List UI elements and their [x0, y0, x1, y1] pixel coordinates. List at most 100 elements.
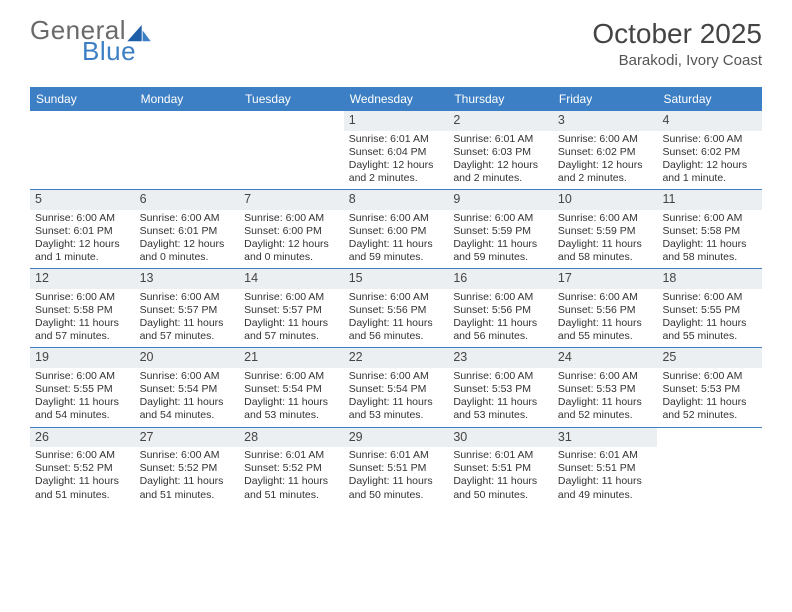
sunrise-text: Sunrise: 6:00 AM: [140, 449, 235, 462]
sunrise-text: Sunrise: 6:00 AM: [662, 370, 757, 383]
sunrise-text: Sunrise: 6:00 AM: [558, 212, 653, 225]
sunset-text: Sunset: 5:54 PM: [140, 383, 235, 396]
cell-body: Sunrise: 6:00 AMSunset: 5:59 PMDaylight:…: [553, 210, 658, 269]
day-number: 18: [657, 269, 762, 289]
sunset-text: Sunset: 5:52 PM: [35, 462, 130, 475]
day-number: [135, 111, 240, 131]
daylight-text: Daylight: 12 hours and 1 minute.: [35, 238, 130, 264]
day-number: 2: [448, 111, 553, 131]
sunrise-text: Sunrise: 6:00 AM: [140, 212, 235, 225]
daylight-text: Daylight: 11 hours and 58 minutes.: [662, 238, 757, 264]
sunrise-text: Sunrise: 6:00 AM: [35, 212, 130, 225]
calendar-cell: 14Sunrise: 6:00 AMSunset: 5:57 PMDayligh…: [239, 269, 344, 347]
day-number: 16: [448, 269, 553, 289]
sunset-text: Sunset: 6:00 PM: [244, 225, 339, 238]
daylight-text: Daylight: 11 hours and 57 minutes.: [35, 317, 130, 343]
day-header: Tuesday: [239, 87, 344, 111]
daylight-text: Daylight: 11 hours and 52 minutes.: [558, 396, 653, 422]
day-number: [30, 111, 135, 131]
sunrise-text: Sunrise: 6:00 AM: [35, 291, 130, 304]
day-number: 21: [239, 348, 344, 368]
sunset-text: Sunset: 6:03 PM: [453, 146, 548, 159]
calendar-cell: 26Sunrise: 6:00 AMSunset: 5:52 PMDayligh…: [30, 428, 135, 506]
daylight-text: Daylight: 11 hours and 53 minutes.: [244, 396, 339, 422]
calendar-cell: 29Sunrise: 6:01 AMSunset: 5:51 PMDayligh…: [344, 428, 449, 506]
cell-body: Sunrise: 6:01 AMSunset: 5:51 PMDaylight:…: [344, 447, 449, 506]
calendar-cell: 23Sunrise: 6:00 AMSunset: 5:53 PMDayligh…: [448, 348, 553, 426]
day-number: 11: [657, 190, 762, 210]
daylight-text: Daylight: 11 hours and 54 minutes.: [35, 396, 130, 422]
calendar-cell: 24Sunrise: 6:00 AMSunset: 5:53 PMDayligh…: [553, 348, 658, 426]
sunrise-text: Sunrise: 6:00 AM: [349, 291, 444, 304]
sunset-text: Sunset: 5:51 PM: [349, 462, 444, 475]
calendar-cell: 3Sunrise: 6:00 AMSunset: 6:02 PMDaylight…: [553, 111, 658, 189]
day-header: Wednesday: [344, 87, 449, 111]
cell-body: Sunrise: 6:01 AMSunset: 5:51 PMDaylight:…: [448, 447, 553, 506]
week-row: 26Sunrise: 6:00 AMSunset: 5:52 PMDayligh…: [30, 427, 762, 506]
cell-body: Sunrise: 6:00 AMSunset: 5:58 PMDaylight:…: [657, 210, 762, 269]
calendar-cell: 17Sunrise: 6:00 AMSunset: 5:56 PMDayligh…: [553, 269, 658, 347]
day-number: 10: [553, 190, 658, 210]
sunrise-text: Sunrise: 6:00 AM: [558, 370, 653, 383]
day-number: 7: [239, 190, 344, 210]
calendar-cell: 10Sunrise: 6:00 AMSunset: 5:59 PMDayligh…: [553, 190, 658, 268]
calendar-cell: 6Sunrise: 6:00 AMSunset: 6:01 PMDaylight…: [135, 190, 240, 268]
weeks-container: 1Sunrise: 6:01 AMSunset: 6:04 PMDaylight…: [30, 111, 762, 506]
daylight-text: Daylight: 11 hours and 50 minutes.: [349, 475, 444, 501]
calendar-cell: 31Sunrise: 6:01 AMSunset: 5:51 PMDayligh…: [553, 428, 658, 506]
day-header: Thursday: [448, 87, 553, 111]
sunset-text: Sunset: 5:56 PM: [558, 304, 653, 317]
daylight-text: Daylight: 11 hours and 57 minutes.: [140, 317, 235, 343]
day-header: Sunday: [30, 87, 135, 111]
cell-body: Sunrise: 6:00 AMSunset: 5:54 PMDaylight:…: [344, 368, 449, 427]
cell-body: Sunrise: 6:00 AMSunset: 5:53 PMDaylight:…: [448, 368, 553, 427]
daylight-text: Daylight: 12 hours and 2 minutes.: [558, 159, 653, 185]
calendar-cell: 8Sunrise: 6:00 AMSunset: 6:00 PMDaylight…: [344, 190, 449, 268]
sunrise-text: Sunrise: 6:01 AM: [349, 449, 444, 462]
day-number: 27: [135, 428, 240, 448]
week-row: 19Sunrise: 6:00 AMSunset: 5:55 PMDayligh…: [30, 347, 762, 426]
cell-body: Sunrise: 6:00 AMSunset: 6:01 PMDaylight:…: [30, 210, 135, 269]
day-number: 22: [344, 348, 449, 368]
cell-body: Sunrise: 6:00 AMSunset: 5:52 PMDaylight:…: [30, 447, 135, 506]
day-number: 19: [30, 348, 135, 368]
daylight-text: Daylight: 11 hours and 52 minutes.: [662, 396, 757, 422]
sunrise-text: Sunrise: 6:01 AM: [453, 449, 548, 462]
cell-body: Sunrise: 6:00 AMSunset: 6:00 PMDaylight:…: [344, 210, 449, 269]
cell-body: Sunrise: 6:00 AMSunset: 5:56 PMDaylight:…: [553, 289, 658, 348]
cell-body: Sunrise: 6:00 AMSunset: 5:52 PMDaylight:…: [135, 447, 240, 506]
sunrise-text: Sunrise: 6:00 AM: [35, 449, 130, 462]
day-header: Monday: [135, 87, 240, 111]
cell-body: Sunrise: 6:00 AMSunset: 5:54 PMDaylight:…: [135, 368, 240, 427]
calendar-cell: 7Sunrise: 6:00 AMSunset: 6:00 PMDaylight…: [239, 190, 344, 268]
daylight-text: Daylight: 11 hours and 56 minutes.: [453, 317, 548, 343]
day-number: 25: [657, 348, 762, 368]
calendar-cell: 13Sunrise: 6:00 AMSunset: 5:57 PMDayligh…: [135, 269, 240, 347]
cell-body: Sunrise: 6:00 AMSunset: 5:56 PMDaylight:…: [448, 289, 553, 348]
calendar-cell: [239, 111, 344, 189]
day-number: 14: [239, 269, 344, 289]
sunset-text: Sunset: 5:56 PM: [453, 304, 548, 317]
sunset-text: Sunset: 5:57 PM: [140, 304, 235, 317]
calendar: Sunday Monday Tuesday Wednesday Thursday…: [30, 87, 762, 506]
sunrise-text: Sunrise: 6:00 AM: [244, 291, 339, 304]
calendar-cell: 30Sunrise: 6:01 AMSunset: 5:51 PMDayligh…: [448, 428, 553, 506]
day-header: Saturday: [657, 87, 762, 111]
sunset-text: Sunset: 5:52 PM: [244, 462, 339, 475]
sunset-text: Sunset: 6:00 PM: [349, 225, 444, 238]
calendar-cell: 18Sunrise: 6:00 AMSunset: 5:55 PMDayligh…: [657, 269, 762, 347]
sunrise-text: Sunrise: 6:00 AM: [349, 370, 444, 383]
sunrise-text: Sunrise: 6:00 AM: [662, 212, 757, 225]
sunset-text: Sunset: 5:59 PM: [453, 225, 548, 238]
calendar-cell: [657, 428, 762, 506]
daylight-text: Daylight: 12 hours and 0 minutes.: [140, 238, 235, 264]
calendar-cell: [135, 111, 240, 189]
sunrise-text: Sunrise: 6:00 AM: [140, 370, 235, 383]
cell-body: Sunrise: 6:00 AMSunset: 5:55 PMDaylight:…: [657, 289, 762, 348]
day-number: [657, 428, 762, 448]
cell-body: Sunrise: 6:00 AMSunset: 6:00 PMDaylight:…: [239, 210, 344, 269]
sunset-text: Sunset: 5:56 PM: [349, 304, 444, 317]
calendar-cell: 21Sunrise: 6:00 AMSunset: 5:54 PMDayligh…: [239, 348, 344, 426]
daylight-text: Daylight: 11 hours and 51 minutes.: [140, 475, 235, 501]
daylight-text: Daylight: 11 hours and 51 minutes.: [244, 475, 339, 501]
